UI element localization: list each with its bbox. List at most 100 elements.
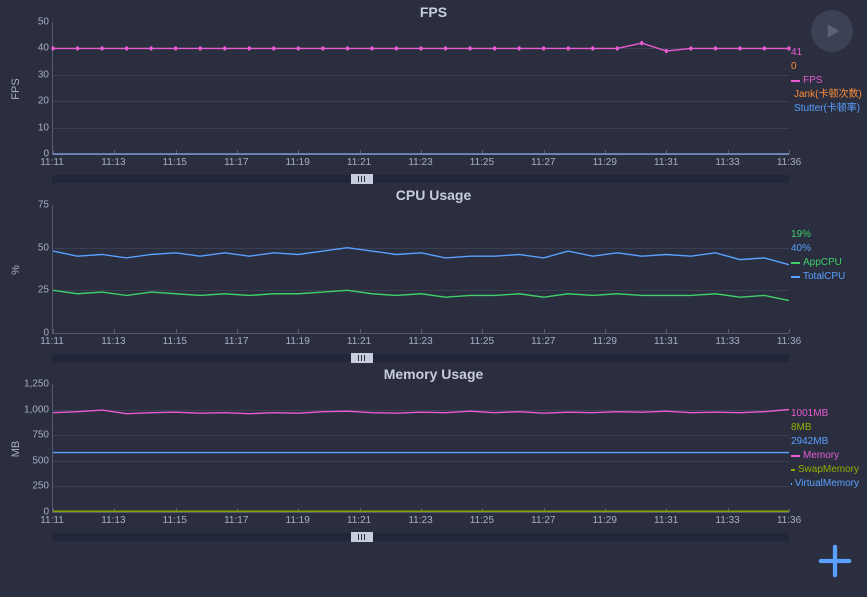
plot-area[interactable]: 02505007501,0001,250: [52, 384, 789, 513]
x-tick: 11:13: [101, 157, 125, 168]
chart-fps: FPSFPS01020304050410FPSJank(卡顿次数)Stutter…: [8, 0, 859, 183]
x-axis: 11:1111:1311:1511:1711:1911:2111:2311:25…: [52, 334, 789, 352]
legend-value: 2942MB: [791, 435, 859, 449]
x-tick: 11:33: [715, 157, 739, 168]
x-tick: 11:15: [163, 515, 187, 526]
legend-label: SwapMemory: [798, 463, 859, 477]
legend: 410FPSJank(卡顿次数)Stutter(卡顿率): [791, 46, 859, 116]
legend: 1001MB8MB2942MBMemorySwapMemoryVirtualMe…: [791, 407, 859, 491]
series-svg: [53, 205, 789, 333]
y-tick: 250: [32, 481, 53, 492]
x-tick: 11:29: [593, 336, 617, 347]
x-tick: 11:33: [715, 336, 739, 347]
series-svg: [53, 384, 789, 512]
x-tick: 11:27: [531, 336, 555, 347]
legend-item[interactable]: AppCPU: [791, 256, 859, 270]
x-tick: 11:13: [101, 336, 125, 347]
y-tick: 10: [38, 122, 53, 133]
legend-swatch: [791, 483, 792, 485]
x-tick: 11:19: [286, 157, 310, 168]
y-tick: 30: [38, 69, 53, 80]
y-tick: 40: [38, 43, 53, 54]
add-button[interactable]: [817, 543, 853, 579]
legend-label: Stutter(卡顿率): [794, 102, 860, 116]
series-svg: [53, 22, 789, 154]
x-tick: 11:19: [286, 515, 310, 526]
legend-item[interactable]: Jank(卡顿次数): [791, 88, 859, 102]
chart-title: Memory Usage: [8, 362, 859, 384]
x-tick: 11:33: [715, 515, 739, 526]
legend-value: 1001MB: [791, 407, 859, 421]
x-tick: 11:27: [531, 515, 555, 526]
chart-memory-usage: Memory Usage MB 02505007501,0001,2501001MB…: [8, 362, 859, 541]
legend-label: VirtualMemory: [795, 477, 859, 491]
y-tick: 750: [32, 430, 53, 441]
x-tick: 11:27: [531, 157, 555, 168]
legend-value: 19%: [791, 228, 859, 242]
x-tick: 11:25: [470, 157, 494, 168]
legend-item[interactable]: Stutter(卡顿率): [791, 102, 859, 116]
plot-area[interactable]: 01020304050: [52, 22, 789, 155]
y-tick: 50: [38, 17, 53, 28]
x-tick: 11:11: [40, 336, 64, 347]
y-tick: 25: [38, 285, 53, 296]
x-tick: 11:31: [654, 157, 678, 168]
legend-item[interactable]: TotalCPU: [791, 270, 859, 284]
scrubber-handle[interactable]: [351, 532, 373, 542]
x-tick: 11:31: [654, 336, 678, 347]
x-tick: 11:31: [654, 515, 678, 526]
chart-cpu-usage: CPU Usage%025507519%40%AppCPUTotalCPU11:…: [8, 183, 859, 362]
legend-item[interactable]: VirtualMemory: [791, 477, 859, 491]
chart-title: CPU Usage: [8, 183, 859, 205]
scrubber[interactable]: [52, 175, 789, 183]
legend-value: 40%: [791, 242, 859, 256]
y-tick: 75: [38, 200, 53, 211]
legend: 19%40%AppCPUTotalCPU: [791, 228, 859, 284]
chart-title: FPS: [8, 0, 859, 22]
legend-value: 0: [791, 60, 859, 74]
x-tick: 11:29: [593, 515, 617, 526]
x-tick: 11:19: [286, 336, 310, 347]
legend-label: Memory: [803, 449, 839, 463]
plot-area[interactable]: 0255075: [52, 205, 789, 334]
legend-swatch: [791, 276, 800, 278]
x-tick: 11:21: [347, 336, 371, 347]
legend-label: FPS: [803, 74, 822, 88]
x-tick: 11:21: [347, 157, 371, 168]
y-tick: 500: [32, 455, 53, 466]
x-tick: 11:21: [347, 515, 371, 526]
scrubber[interactable]: [52, 533, 789, 541]
x-axis: 11:1111:1311:1511:1711:1911:2111:2311:25…: [52, 513, 789, 531]
x-tick: 11:25: [470, 515, 494, 526]
x-tick: 11:11: [40, 157, 64, 168]
y-tick: 1,000: [24, 404, 53, 415]
scrubber[interactable]: [52, 354, 789, 362]
y-tick: 50: [38, 242, 53, 253]
legend-item[interactable]: SwapMemory: [791, 463, 859, 477]
x-tick: 11:36: [777, 515, 801, 526]
x-tick: 11:11: [40, 515, 64, 526]
x-tick: 11:23: [408, 336, 432, 347]
x-tick: 11:36: [777, 336, 801, 347]
x-tick: 11:23: [408, 515, 432, 526]
x-tick: 11:29: [593, 157, 617, 168]
y-tick: 20: [38, 96, 53, 107]
legend-label: Jank(卡顿次数): [794, 88, 862, 102]
y-axis-label: MB: [10, 440, 22, 457]
legend-value: 41: [791, 46, 859, 60]
y-tick: 1,250: [24, 379, 53, 390]
x-tick: 11:17: [224, 157, 248, 168]
legend-label: AppCPU: [803, 256, 842, 270]
legend-swatch: [791, 469, 795, 471]
legend-label: TotalCPU: [803, 270, 845, 284]
y-axis-label: FPS: [10, 78, 22, 99]
x-tick: 11:25: [470, 336, 494, 347]
x-tick: 11:23: [408, 157, 432, 168]
legend-swatch: [791, 80, 800, 82]
legend-value: 8MB: [791, 421, 859, 435]
x-tick: 11:15: [163, 157, 187, 168]
x-tick: 11:36: [777, 157, 801, 168]
legend-item[interactable]: FPS: [791, 74, 859, 88]
x-tick: 11:13: [101, 515, 125, 526]
legend-item[interactable]: Memory: [791, 449, 859, 463]
